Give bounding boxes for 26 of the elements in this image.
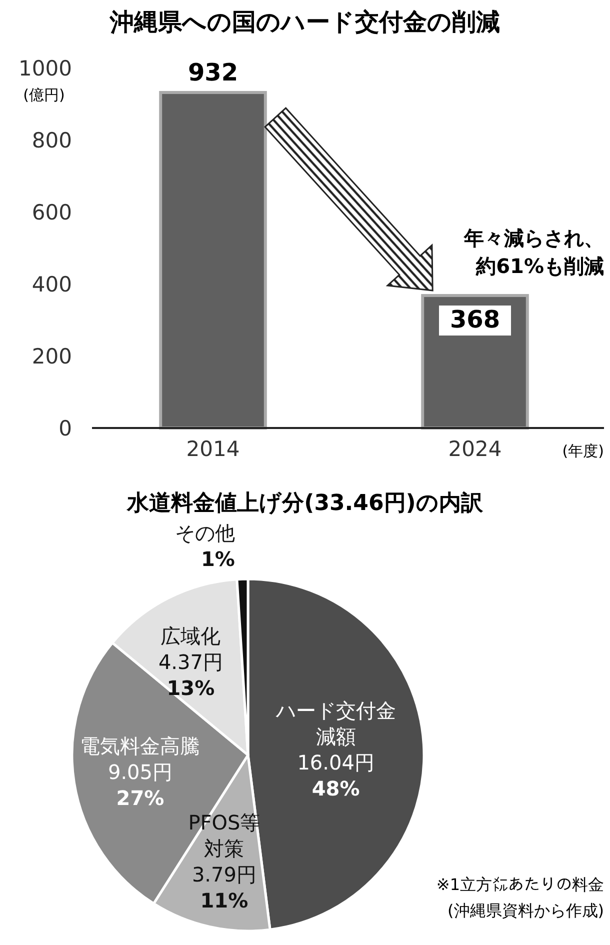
- annotation: 年々減らされ、約61%も削減: [463, 226, 604, 278]
- y-tick-label: 1000: [18, 56, 72, 80]
- x-tick-label: 2024: [448, 437, 502, 461]
- y-tick-label: 0: [58, 416, 72, 440]
- y-axis-title: (億円): [23, 86, 65, 104]
- y-tick-label: 200: [32, 344, 72, 368]
- slice-label: その他: [174, 521, 235, 545]
- x-tick-label: 2014: [186, 437, 240, 461]
- data-label: 3.79円 11%: [192, 862, 256, 912]
- y-tick-label: 800: [32, 128, 72, 152]
- data-label: 932: [188, 58, 238, 86]
- chart-title: 沖縄県への国のハード交付金の削減: [109, 8, 500, 36]
- text: (沖縄県資料から作成): [448, 901, 604, 920]
- y-tick-label: 600: [32, 200, 72, 224]
- y-tick-label: 400: [32, 272, 72, 296]
- slice-label: 広域化: [160, 624, 221, 648]
- chart-title: 水道料金値上げ分(33.46円)の内訳: [126, 491, 484, 516]
- slice-label: ハード交付金減額: [274, 698, 396, 748]
- data-label: 368: [450, 306, 500, 334]
- data-label: 4.37円 13%: [158, 650, 223, 700]
- data-label: 1%: [200, 547, 235, 571]
- data-label: 9.05円 27%: [108, 760, 172, 810]
- x-axis-title: (年度): [562, 442, 604, 460]
- slice-label: 電気料金高騰: [80, 734, 200, 758]
- text: ※1立方㍍あたりの料金: [436, 875, 604, 894]
- data-label: 16.04円 48%: [297, 750, 374, 800]
